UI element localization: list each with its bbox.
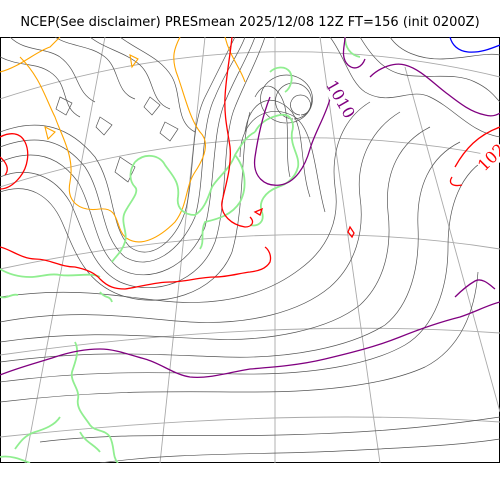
graticule: [0, 37, 500, 463]
pressure-map: 1010 102: [0, 37, 500, 463]
isobars: [0, 37, 500, 463]
contour-orange: [0, 37, 246, 243]
map-title: NCEP(See disclaimer) PRESmean 2025/12/08…: [20, 15, 480, 30]
map-frame: [0, 37, 500, 463]
coastlines: [0, 37, 361, 463]
contour-blue: [449, 37, 500, 53]
contour-red: [0, 37, 500, 290]
contour-1010: [0, 37, 500, 379]
